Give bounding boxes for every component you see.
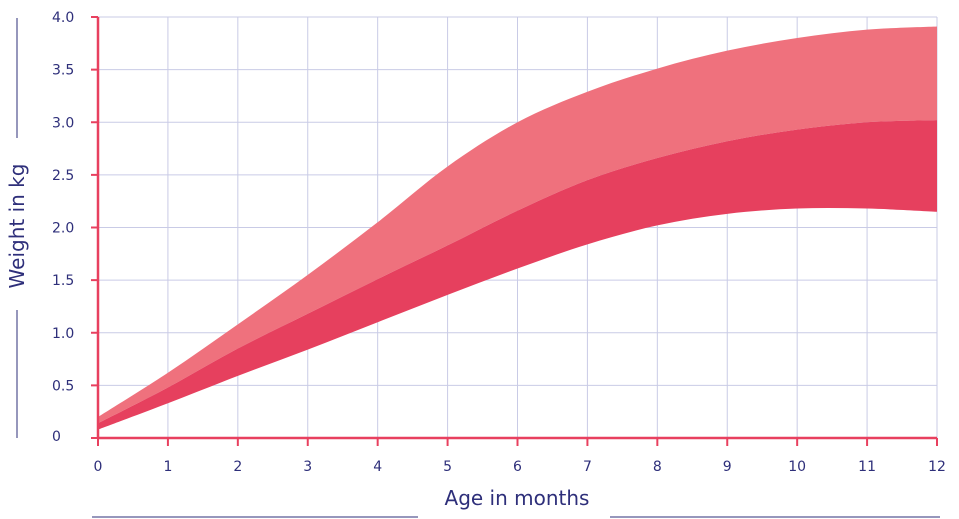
- x-tick-label: 7: [583, 459, 592, 475]
- x-tick-label: 11: [858, 459, 876, 475]
- y-tick-label: 1.0: [52, 326, 74, 342]
- x-tick-label: 0: [94, 459, 103, 475]
- axes: [91, 16, 938, 446]
- x-axis-title: Age in months: [445, 486, 590, 510]
- y-tick-label: 0: [52, 429, 61, 445]
- y-tick-label: 0.5: [52, 378, 74, 394]
- x-tick-label: 4: [373, 459, 382, 475]
- y-tick-label: 3.0: [52, 115, 74, 131]
- x-tick-label: 2: [233, 459, 242, 475]
- y-tick-label: 4.0: [52, 10, 74, 26]
- x-tick-label: 3: [303, 459, 312, 475]
- x-tick-label: 12: [928, 459, 946, 475]
- upper-band-area: [98, 26, 937, 424]
- x-tick-label: 6: [513, 459, 522, 475]
- x-tick-label: 1: [163, 459, 172, 475]
- x-tick-labels: 0 1 2 3 4 5 6 7 8 9 10 11 12: [94, 459, 946, 475]
- y-tick-labels: 0 0.5 1.0 1.5 2.0 2.5 3.0 3.5 4.0: [52, 10, 74, 445]
- y-axis-title: Weight in kg: [5, 164, 29, 289]
- x-tick-label: 8: [653, 459, 662, 475]
- x-tick-label: 5: [443, 459, 452, 475]
- y-tick-label: 1.5: [52, 273, 74, 289]
- y-tick-label: 3.5: [52, 63, 74, 79]
- y-tick-label: 2.5: [52, 168, 74, 184]
- y-tick-label: 2.0: [52, 221, 74, 237]
- x-tick-label: 10: [788, 459, 806, 475]
- lower-band-area: [98, 120, 937, 430]
- x-tick-label: 9: [723, 459, 732, 475]
